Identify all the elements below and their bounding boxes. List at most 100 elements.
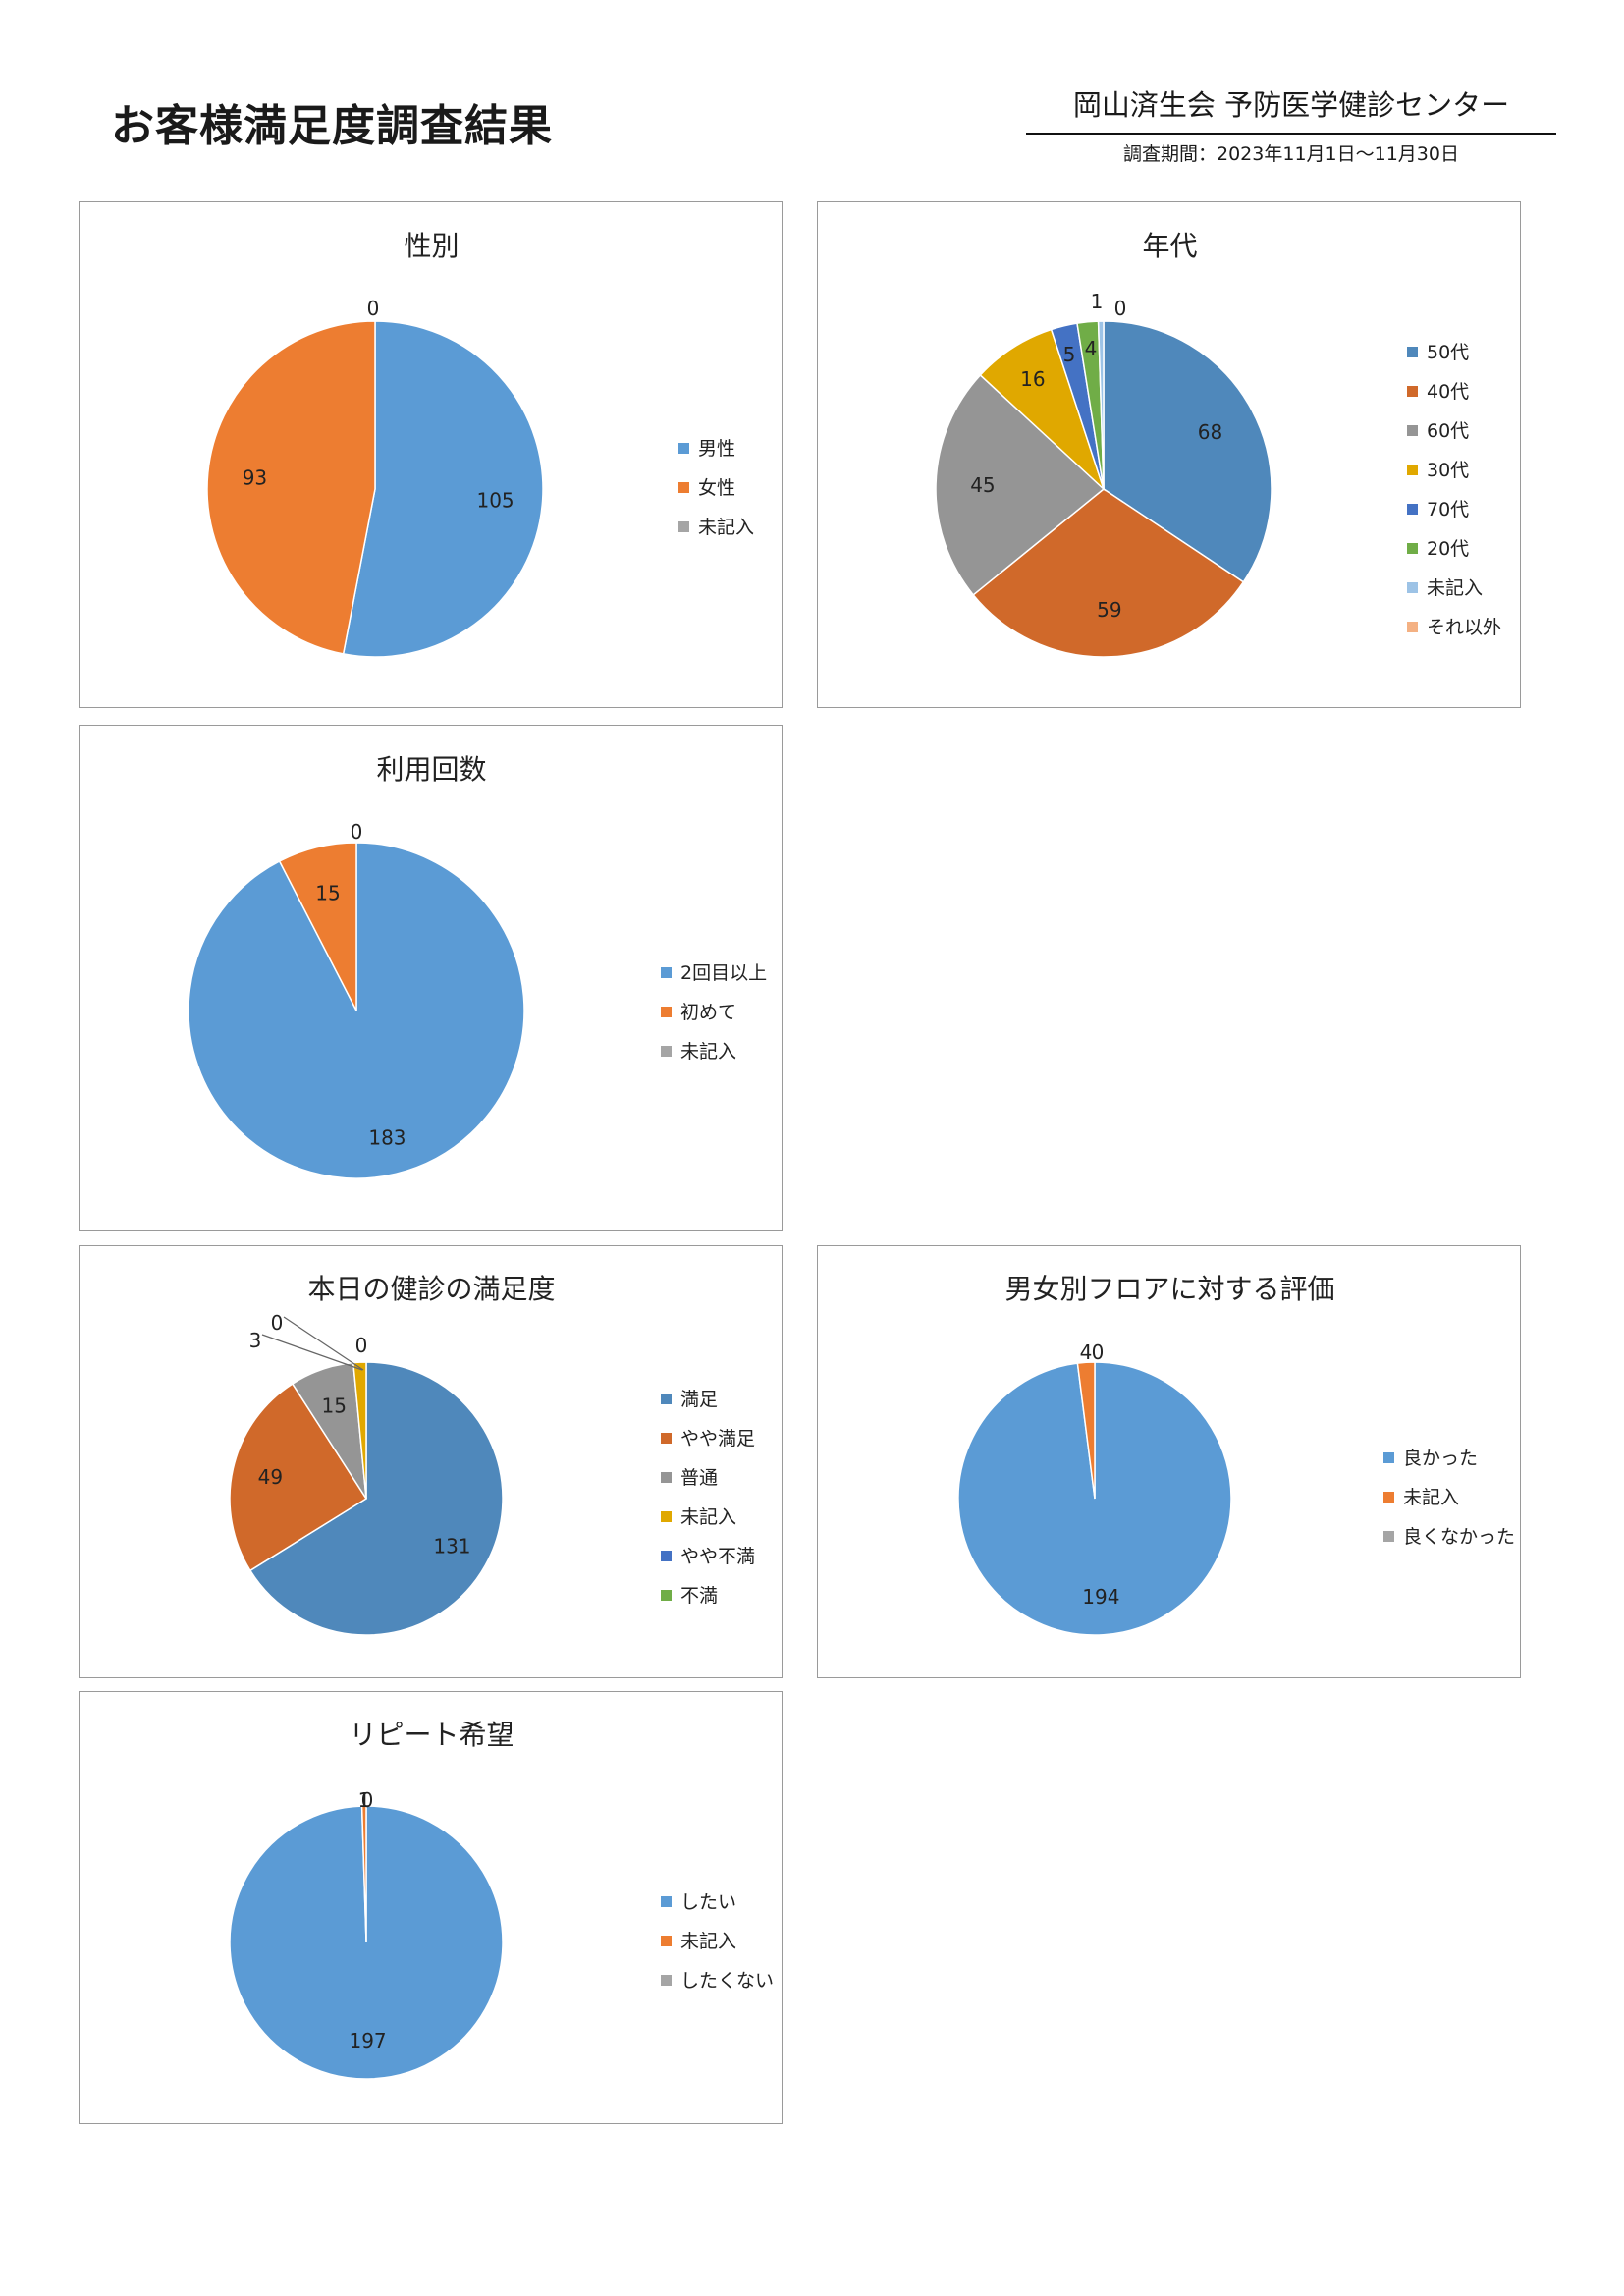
legend-swatch bbox=[1407, 425, 1418, 436]
legend-label: それ以外 bbox=[1427, 617, 1501, 638]
chart-card-gender: 性別 105 93 0 男性 女性 未記入 bbox=[79, 201, 783, 708]
legend-label: したくない bbox=[680, 1970, 774, 1992]
data-label: 4 bbox=[1080, 1340, 1093, 1364]
header-divider bbox=[1026, 133, 1556, 135]
legend-label: 60代 bbox=[1427, 420, 1469, 442]
data-label: 0 bbox=[1114, 297, 1127, 320]
legend-label: 30代 bbox=[1427, 460, 1469, 481]
legend-swatch bbox=[1407, 347, 1418, 357]
data-label: 105 bbox=[476, 489, 514, 513]
chart-title: 利用回数 bbox=[376, 753, 486, 786]
legend-swatch bbox=[1407, 386, 1418, 397]
data-label: 49 bbox=[258, 1465, 283, 1489]
chart-card-repeat: リピート希望 197 1 0 したい 未記入 したくない bbox=[79, 1691, 783, 2124]
legend-label: 良かった bbox=[1403, 1448, 1478, 1469]
legend-swatch bbox=[1407, 504, 1418, 515]
data-label: 183 bbox=[368, 1126, 406, 1150]
data-label: 0 bbox=[271, 1311, 284, 1335]
data-label: 0 bbox=[355, 1334, 368, 1357]
legend-label: やや不満 bbox=[680, 1546, 755, 1567]
data-label: 197 bbox=[349, 2029, 386, 2052]
legend-label: 初めて bbox=[680, 1002, 736, 1023]
page-title: お客様満足度調査結果 bbox=[111, 101, 553, 151]
legend-label: 未記入 bbox=[680, 1931, 736, 1952]
legend-label: 未記入 bbox=[680, 1041, 736, 1063]
legend-swatch bbox=[661, 1896, 672, 1907]
pie-slice bbox=[342, 320, 544, 658]
pie-slice bbox=[248, 1361, 504, 1636]
pie-slice bbox=[935, 373, 1106, 596]
legend-swatch bbox=[661, 967, 672, 978]
pie-slice bbox=[1076, 1361, 1096, 1500]
legend-label: 70代 bbox=[1427, 499, 1469, 520]
legend-label: 未記入 bbox=[1403, 1487, 1459, 1508]
legend-swatch bbox=[661, 1936, 672, 1946]
label-leader-line bbox=[283, 1316, 364, 1371]
data-label: 0 bbox=[351, 820, 363, 844]
pie-slice bbox=[1097, 320, 1105, 490]
data-label: 0 bbox=[1092, 1340, 1105, 1364]
legend-swatch bbox=[1383, 1452, 1394, 1463]
data-label: 3 bbox=[249, 1329, 262, 1352]
pie-slice bbox=[229, 1383, 368, 1572]
legend-label: 不満 bbox=[680, 1585, 718, 1607]
legend-label: やや満足 bbox=[680, 1428, 755, 1449]
legend-swatch bbox=[1407, 465, 1418, 475]
data-label: 68 bbox=[1198, 420, 1222, 444]
data-label: 1 bbox=[358, 1788, 371, 1812]
legend-swatch bbox=[1383, 1531, 1394, 1542]
legend-swatch bbox=[1407, 543, 1418, 554]
legend-label: 未記入 bbox=[680, 1506, 736, 1528]
legend-label: 未記入 bbox=[1427, 577, 1483, 599]
legend-swatch bbox=[661, 1511, 672, 1522]
legend-label: 20代 bbox=[1427, 538, 1469, 560]
pie-slice bbox=[360, 1805, 367, 1943]
survey-period: 調査期間：2023年11月1日～11月30日 bbox=[1123, 143, 1459, 165]
data-label: 15 bbox=[315, 881, 340, 904]
chart-card-visits: 利用回数 183 15 0 2回目以上 初めて 未記入 bbox=[79, 725, 783, 1231]
chart-title: リピート希望 bbox=[349, 1719, 514, 1751]
legend-swatch bbox=[661, 1975, 672, 1986]
chart-card-age: 年代 68 59 45 16 5 4 1 0 50代 40代 60代 30代 70代 20代 未記入 それ以外 bbox=[817, 201, 1521, 708]
legend-swatch bbox=[661, 1590, 672, 1601]
legend-swatch bbox=[661, 1433, 672, 1444]
legend-label: 満足 bbox=[680, 1389, 718, 1410]
pie-slice bbox=[206, 320, 376, 655]
legend-label: したい bbox=[680, 1891, 736, 1913]
data-label: 59 bbox=[1097, 598, 1121, 622]
pie-slice bbox=[278, 842, 357, 1011]
legend-swatch bbox=[661, 1551, 672, 1561]
legend-label: 50代 bbox=[1427, 342, 1469, 363]
data-label: 194 bbox=[1082, 1585, 1119, 1609]
data-label: 131 bbox=[433, 1535, 470, 1558]
data-label: 15 bbox=[322, 1394, 347, 1417]
chart-title: 男女別フロアに対する評価 bbox=[1004, 1273, 1334, 1305]
data-label: 93 bbox=[243, 465, 267, 489]
legend-label: 男性 bbox=[698, 438, 735, 460]
legend-swatch bbox=[1407, 582, 1418, 593]
data-label: 45 bbox=[970, 473, 995, 497]
legend-label: 普通 bbox=[680, 1467, 718, 1489]
data-label: 16 bbox=[1020, 367, 1045, 391]
legend-swatch bbox=[678, 443, 689, 454]
pie-slice bbox=[972, 488, 1245, 658]
legend-swatch bbox=[661, 1472, 672, 1483]
data-label: 5 bbox=[1063, 343, 1076, 366]
legend-label: 良くなかった bbox=[1403, 1526, 1515, 1548]
legend-swatch bbox=[1407, 622, 1418, 632]
data-label: 0 bbox=[367, 297, 380, 320]
chart-title: 年代 bbox=[1142, 230, 1197, 262]
legend-label: 女性 bbox=[698, 477, 735, 499]
legend-swatch bbox=[678, 482, 689, 493]
data-label: 4 bbox=[1085, 337, 1098, 360]
legend-swatch bbox=[1383, 1492, 1394, 1503]
legend-swatch bbox=[661, 1046, 672, 1057]
chart-title: 性別 bbox=[404, 230, 459, 262]
chart-card-satisfaction: 本日の健診の満足度 131 49 15 3 0 0 満足 やや満足 普通 未記入 やや不満 不満 bbox=[79, 1245, 783, 1678]
